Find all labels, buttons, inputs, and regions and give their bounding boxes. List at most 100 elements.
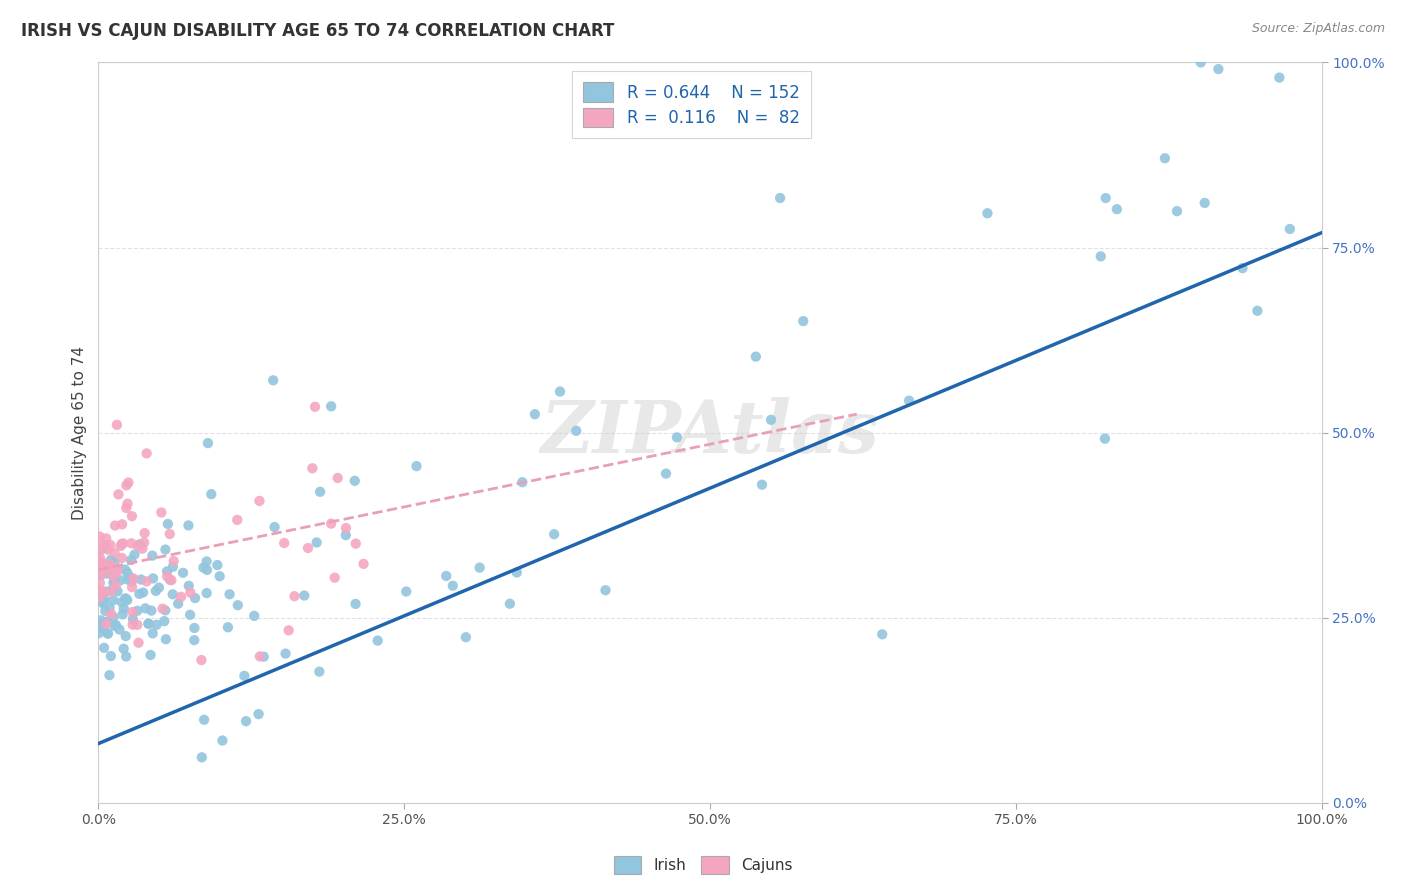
Point [321,516,343,531]
Point [141,549,163,563]
Point [179,585,201,599]
Point [128,587,150,601]
Point [89,576,111,591]
Point [353,557,375,571]
Point [89,583,111,598]
Point [100,648,122,663]
Point [156,565,179,579]
Point [395,584,418,599]
Y-axis label: Disability Age 65 to 74: Disability Age 65 to 74 [72,345,87,520]
Point [111,595,134,609]
Point [195,563,218,577]
Point [96,615,118,629]
Point [193,560,215,574]
Point [159,573,181,587]
Point [112,536,135,550]
Point [90,555,112,569]
Point [121,580,143,594]
Point [87,626,110,640]
Point [89,585,111,599]
Point [249,649,271,664]
Point [434,569,457,583]
Point [104,561,127,575]
Point [100,584,122,599]
Point [121,574,143,588]
Point [89,529,111,543]
Point [103,555,125,569]
Point [1232,261,1254,276]
Point [142,626,165,640]
Point [98,538,121,552]
Point [262,373,284,387]
Point [548,384,571,399]
Point [120,553,142,567]
Point [107,487,129,501]
Point [94,562,117,576]
Point [759,413,782,427]
Point [127,539,149,553]
Point [1246,303,1268,318]
Point [89,550,111,565]
Point [117,475,139,490]
Point [111,607,134,622]
Point [100,553,122,567]
Point [112,601,135,615]
Point [98,558,121,572]
Point [1278,222,1301,236]
Point [115,478,138,492]
Point [90,539,112,553]
Text: Source: ZipAtlas.com: Source: ZipAtlas.com [1251,22,1385,36]
Point [233,669,256,683]
Point [91,560,114,574]
Point [1090,249,1112,263]
Point [91,565,114,579]
Point [97,626,120,640]
Point [177,579,200,593]
Point [183,633,205,648]
Point [344,597,367,611]
Point [89,561,111,575]
Point [218,587,240,601]
Point [145,583,167,598]
Point [98,561,121,575]
Point [105,562,128,576]
Point [94,604,117,618]
Point [193,713,215,727]
Point [91,586,114,600]
Point [93,622,115,636]
Point [655,467,678,481]
Point [115,501,138,516]
Point [101,582,124,597]
Point [499,597,522,611]
Point [217,620,239,634]
Point [97,626,120,640]
Point [117,566,139,580]
Point [184,591,207,605]
Point [142,571,165,585]
Point [112,641,135,656]
Point [114,629,136,643]
Point [162,559,184,574]
Point [769,191,792,205]
Point [543,527,565,541]
Point [156,569,179,583]
Point [127,604,149,618]
Point [87,544,110,558]
Point [226,513,249,527]
Point [121,605,143,619]
Point [1208,62,1230,76]
Point [1194,196,1216,211]
Point [138,616,160,631]
Point [247,707,270,722]
Point [93,541,115,556]
Point [111,551,134,566]
Point [96,566,118,581]
Point [523,407,546,421]
Point [183,621,205,635]
Point [104,574,127,588]
Point [898,393,921,408]
Point [512,475,534,490]
Point [120,571,142,585]
Point [121,617,143,632]
Point [117,573,139,587]
